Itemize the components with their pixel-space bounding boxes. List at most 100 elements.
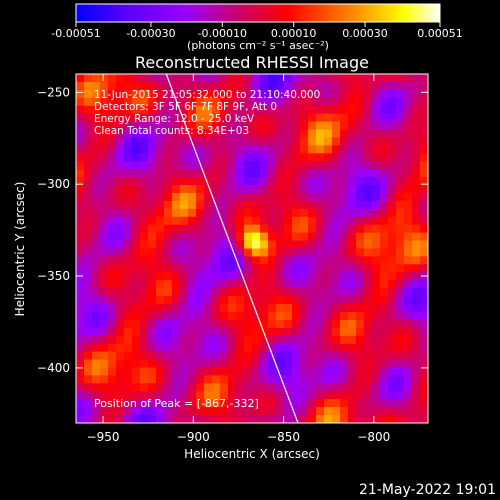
heatmap-cell — [140, 240, 149, 250]
heatmap-cell — [388, 367, 397, 377]
heatmap-cell — [188, 153, 197, 162]
heatmap-cell — [188, 375, 197, 384]
heatmap-cell — [76, 311, 85, 321]
heatmap-cell — [324, 169, 333, 178]
heatmap-cell — [340, 343, 349, 353]
heatmap-cell — [380, 200, 389, 210]
heatmap-cell — [332, 216, 341, 226]
heatmap-cell — [356, 74, 365, 83]
heatmap-cell — [148, 264, 157, 273]
colorbar-tick-label: 0.00030 — [342, 27, 388, 40]
heatmap-cell — [124, 375, 133, 384]
heatmap-cells — [76, 74, 428, 423]
heatmap-cell — [308, 89, 317, 99]
heatmap-cell — [76, 383, 85, 392]
heatmap-cell — [276, 335, 285, 345]
heatmap-cell — [140, 192, 149, 202]
heatmap-cell — [340, 232, 349, 242]
heatmap-cell — [396, 192, 405, 202]
heatmap-cell — [220, 192, 229, 202]
heatmap-cell — [244, 327, 253, 337]
heatmap-cell — [140, 327, 149, 337]
heatmap-cell — [116, 288, 125, 297]
colorbar: -0.00051 -0.00030 -0.00010 0.00010 0.00030 0.… — [51, 3, 463, 52]
heatmap-cell — [196, 121, 205, 131]
heatmap-cell — [380, 383, 389, 392]
heatmap-cell — [100, 399, 109, 408]
heatmap-cell — [100, 415, 109, 423]
heatmap-cell — [164, 248, 173, 258]
heatmap-cell — [108, 383, 117, 392]
heatmap-cell — [204, 177, 213, 186]
heatmap-cell — [236, 185, 245, 194]
heatmap-cell — [100, 343, 109, 353]
heatmap-cell — [292, 137, 301, 146]
heatmap-cell — [260, 232, 269, 242]
heatmap-cell — [332, 335, 341, 345]
plot-frame — [75, 73, 429, 424]
heatmap-cell — [188, 185, 197, 194]
heatmap-cell — [284, 89, 293, 99]
heatmap-cell — [172, 264, 181, 273]
heatmap-cell — [372, 272, 381, 281]
heatmap-cell — [140, 256, 149, 265]
heatmap-cell — [220, 343, 229, 353]
heatmap-cell — [196, 359, 205, 369]
heatmap-cell — [372, 359, 381, 369]
heatmap-cell — [340, 113, 349, 123]
heatmap-cell — [156, 240, 165, 250]
heatmap-cell — [292, 288, 301, 297]
heatmap-cell — [188, 256, 197, 265]
heatmap-cell — [284, 240, 293, 250]
heatmap-cell — [340, 399, 349, 408]
heatmap-cell — [332, 169, 341, 178]
heatmap-cell — [388, 391, 397, 400]
heatmap-cell — [236, 105, 245, 115]
heatmap-cell — [300, 391, 309, 400]
heatmap-cell — [412, 89, 421, 99]
heatmap-cell — [380, 145, 389, 154]
heatmap-cell — [148, 327, 157, 337]
heatmap-cell — [140, 343, 149, 353]
heatmap-cell — [348, 216, 357, 226]
heatmap-cell — [260, 74, 269, 83]
heatmap-cell — [204, 145, 213, 154]
heatmap-cell — [164, 327, 173, 337]
heatmap-cell — [100, 327, 109, 337]
heatmap-cell — [196, 105, 205, 115]
heatmap-cell — [172, 153, 181, 162]
heatmap-cell — [340, 311, 349, 321]
heatmap-cell — [244, 224, 253, 234]
heatmap-cell — [132, 185, 141, 194]
heatmap-cell — [316, 177, 325, 186]
heatmap-cell — [84, 161, 93, 170]
heatmap-cell — [84, 97, 93, 107]
heatmap-cell — [300, 121, 309, 131]
heatmap-cell — [132, 383, 141, 392]
heatmap-cell — [196, 240, 205, 250]
heatmap-cell — [388, 248, 397, 258]
heatmap-cell — [196, 137, 205, 146]
heatmap-cell — [100, 200, 109, 210]
heatmap-cell — [132, 224, 141, 234]
heatmap-cell — [180, 145, 189, 154]
heatmap-cell — [372, 399, 381, 408]
heatmap-cell — [268, 256, 277, 265]
x-tick-label: −900 — [177, 430, 210, 444]
heatmap-cell — [92, 248, 101, 258]
heatmap-cell — [140, 97, 149, 107]
heatmap-cell — [268, 296, 277, 305]
heatmap-cell — [348, 137, 357, 146]
heatmap-cell — [228, 105, 237, 115]
heatmap-cell — [100, 208, 109, 218]
heatmap-cell — [84, 169, 93, 178]
heatmap-cell — [116, 81, 125, 91]
heatmap-cell — [348, 375, 357, 384]
heatmap-cell — [356, 97, 365, 107]
heatmap-cell — [412, 208, 421, 218]
heatmap-cell — [316, 327, 325, 337]
heatmap-cell — [348, 81, 357, 91]
heatmap-cell — [148, 399, 157, 408]
heatmap-cell — [92, 81, 101, 91]
heatmap-cell — [124, 367, 133, 377]
